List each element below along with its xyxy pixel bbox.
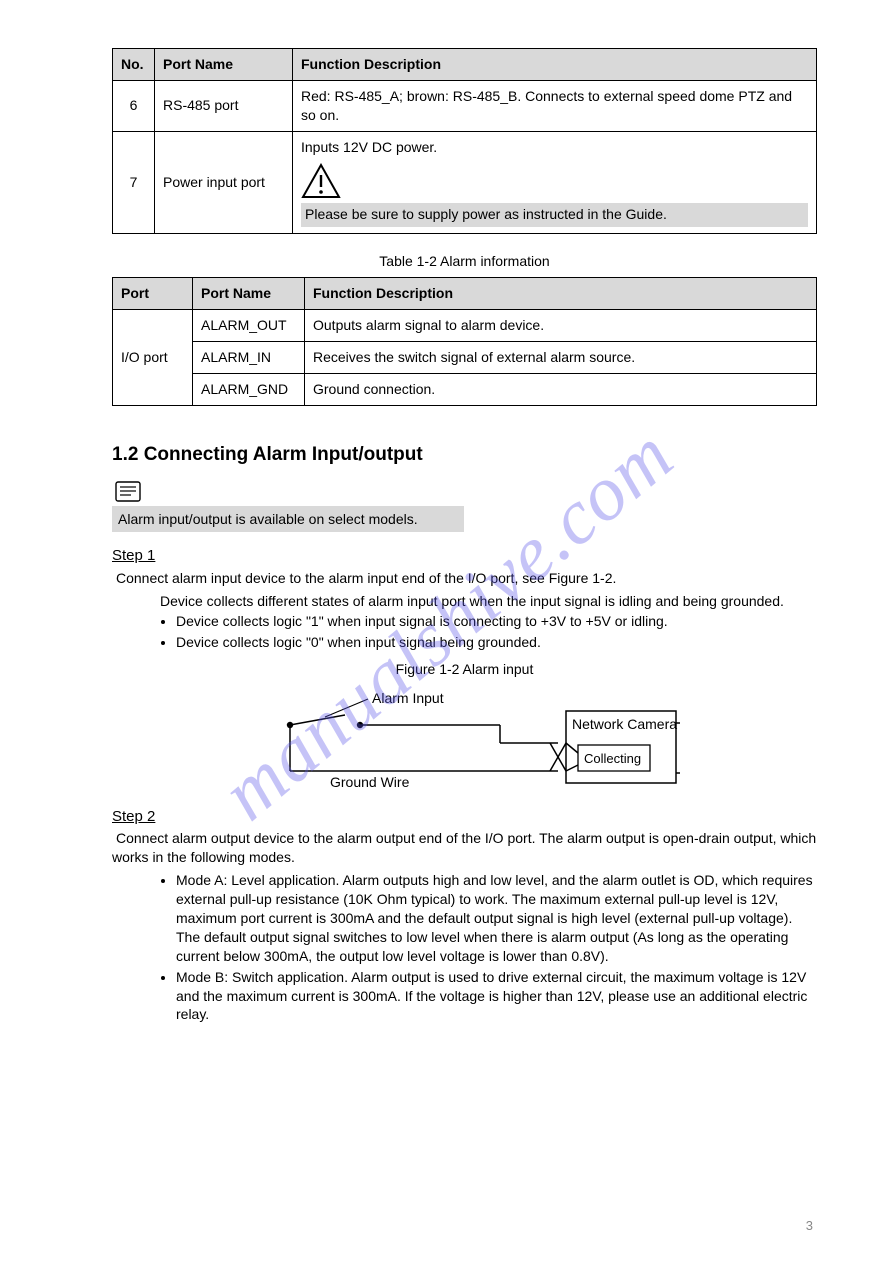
cell-port-rs485: RS-485 port [155, 80, 293, 131]
col-port-name: Port Name [193, 278, 305, 310]
port-table: No. Port Name Function Description 6 RS-… [112, 48, 817, 234]
alarm-input-label: Alarm Input [372, 690, 444, 706]
section-title: Connecting Alarm Input/output [144, 444, 423, 465]
network-camera-label: Network Camera [572, 716, 677, 732]
cell-desc-rs485: Red: RS-485_A; brown: RS-485_B. Connects… [293, 80, 817, 131]
table-row: I/O port ALARM_OUT Outputs alarm signal … [113, 310, 817, 342]
col-func: Function Description [305, 278, 817, 310]
section-heading: 1.2 Connecting Alarm Input/output [112, 442, 817, 468]
figure-1-2-caption: Figure 1-2 Alarm input [112, 660, 817, 679]
list-item: Mode A: Level application. Alarm outputs… [176, 871, 817, 965]
caution-text: Please be sure to supply power as instru… [301, 203, 808, 228]
section-number: 1.2 [112, 444, 138, 465]
cell-no-6: 6 [113, 80, 155, 131]
ground-wire-label: Ground Wire [330, 774, 410, 790]
list-item: Device collects logic "0" when input sig… [176, 633, 817, 652]
table-header-row: Port Port Name Function Description [113, 278, 817, 310]
step1-label: Step 1 [112, 547, 155, 564]
step1-bullets: Device collects logic "1" when input sig… [148, 612, 817, 652]
cell-alarm-gnd: ALARM_GND [193, 374, 305, 406]
caution-block: Please be sure to supply power as instru… [301, 163, 808, 228]
note-icon [112, 480, 817, 504]
page-number: 3 [806, 1217, 813, 1235]
cell-desc-power: Inputs 12V DC power. Please be sure to s… [293, 131, 817, 234]
caution-icon [301, 163, 808, 199]
list-item: Device collects logic "1" when input sig… [176, 612, 817, 631]
power-desc-line: Inputs 12V DC power. [301, 139, 437, 155]
cell-alarm-in: ALARM_IN [193, 342, 305, 374]
step2-label: Step 2 [112, 808, 155, 825]
list-item: Mode B: Switch application. Alarm output… [176, 968, 817, 1025]
cell-alarm-gnd-desc: Ground connection. [305, 374, 817, 406]
cell-port-power: Power input port [155, 131, 293, 234]
alarm-info-table: Port Port Name Function Description I/O … [112, 277, 817, 406]
step2-text: Connect alarm output device to the alarm… [112, 830, 816, 865]
cell-alarm-in-desc: Receives the switch signal of external a… [305, 342, 817, 374]
col-port: Port [113, 278, 193, 310]
step1-heading: Step 1 [112, 546, 817, 566]
cell-alarm-out: ALARM_OUT [193, 310, 305, 342]
table-row: ALARM_IN Receives the switch signal of e… [113, 342, 817, 374]
step1-text: Connect alarm input device to the alarm … [116, 570, 616, 586]
table-row: ALARM_GND Ground connection. [113, 374, 817, 406]
col-no: No. [113, 49, 155, 81]
collecting-label: Collecting [584, 751, 641, 766]
note-text: Alarm input/output is available on selec… [112, 506, 464, 533]
cell-no-7: 7 [113, 131, 155, 234]
step1-paragraph: Device collects different states of alar… [160, 592, 817, 611]
col-port-name: Port Name [155, 49, 293, 81]
io-port-cell: I/O port [113, 310, 193, 406]
step2-heading: Step 2 [112, 807, 817, 827]
col-func: Function Description [293, 49, 817, 81]
table2-caption: Table 1-2 Alarm information [112, 252, 817, 271]
table-row: 6 RS-485 port Red: RS-485_A; brown: RS-4… [113, 80, 817, 131]
step2-bullets: Mode A: Level application. Alarm outputs… [148, 871, 817, 1024]
table-row: 7 Power input port Inputs 12V DC power. … [113, 131, 817, 234]
figure-1-2: Alarm Input Ground Wire Network Camera C… [112, 683, 817, 793]
cell-alarm-out-desc: Outputs alarm signal to alarm device. [305, 310, 817, 342]
table-header-row: No. Port Name Function Description [113, 49, 817, 81]
